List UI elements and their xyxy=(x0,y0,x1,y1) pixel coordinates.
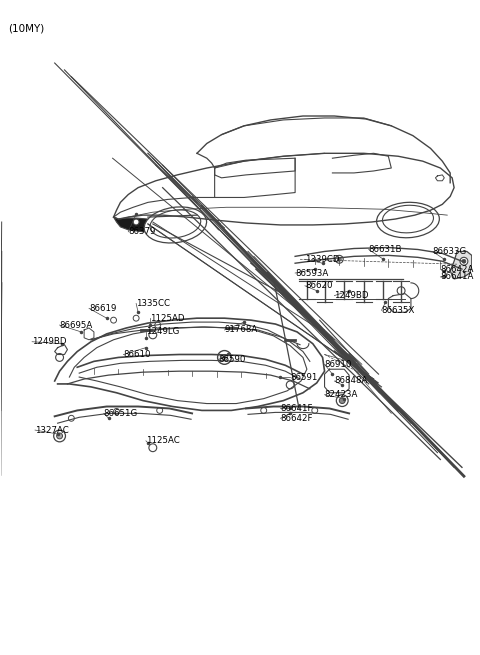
Circle shape xyxy=(337,257,341,261)
Circle shape xyxy=(336,255,343,263)
Circle shape xyxy=(460,257,468,265)
Text: 86642F: 86642F xyxy=(280,414,313,422)
Circle shape xyxy=(157,407,163,413)
Text: 91768A: 91768A xyxy=(225,326,258,335)
Text: 1125AD: 1125AD xyxy=(150,314,184,323)
Circle shape xyxy=(56,354,63,362)
Circle shape xyxy=(339,398,345,403)
Text: 1339CD: 1339CD xyxy=(305,255,339,264)
Text: 82423A: 82423A xyxy=(324,390,358,400)
Text: (10MY): (10MY) xyxy=(9,24,45,34)
Text: 1249BD: 1249BD xyxy=(32,337,67,346)
Polygon shape xyxy=(114,217,158,232)
Text: 86635X: 86635X xyxy=(382,306,415,315)
Circle shape xyxy=(133,315,139,321)
Text: 86590: 86590 xyxy=(218,355,246,364)
Text: 86651G: 86651G xyxy=(104,409,138,418)
Text: 86695A: 86695A xyxy=(60,320,93,329)
Text: 86633G: 86633G xyxy=(432,247,467,256)
Text: 1249BD: 1249BD xyxy=(335,291,369,300)
Circle shape xyxy=(114,409,120,415)
Text: 86620: 86620 xyxy=(305,281,333,290)
Circle shape xyxy=(217,350,231,364)
Text: 86379: 86379 xyxy=(128,227,156,236)
Text: 86848A: 86848A xyxy=(335,377,368,386)
Text: 86591: 86591 xyxy=(290,373,318,382)
Circle shape xyxy=(57,433,62,439)
Text: 86641F: 86641F xyxy=(280,404,313,413)
Text: 86631B: 86631B xyxy=(369,245,402,254)
Text: 1335CC: 1335CC xyxy=(136,299,170,308)
Text: 86619: 86619 xyxy=(89,304,116,313)
Text: 86593A: 86593A xyxy=(295,269,328,278)
Ellipse shape xyxy=(144,207,206,243)
Circle shape xyxy=(397,287,405,295)
Circle shape xyxy=(149,444,157,452)
Circle shape xyxy=(312,407,318,413)
Circle shape xyxy=(54,430,65,442)
Circle shape xyxy=(133,219,139,225)
Text: 1327AC: 1327AC xyxy=(35,426,69,434)
Text: 86610: 86610 xyxy=(123,350,151,359)
Circle shape xyxy=(261,407,267,413)
Circle shape xyxy=(462,259,466,263)
Circle shape xyxy=(155,322,161,328)
Circle shape xyxy=(69,415,74,421)
Polygon shape xyxy=(450,252,472,279)
Text: 1249LG: 1249LG xyxy=(146,328,180,337)
Circle shape xyxy=(336,395,348,407)
Text: 86642A: 86642A xyxy=(440,265,474,274)
Text: 86641A: 86641A xyxy=(440,272,474,282)
Circle shape xyxy=(286,381,294,389)
Ellipse shape xyxy=(377,202,439,238)
Circle shape xyxy=(110,317,117,323)
Text: 86910: 86910 xyxy=(324,360,352,369)
Text: 1125AC: 1125AC xyxy=(146,436,180,445)
